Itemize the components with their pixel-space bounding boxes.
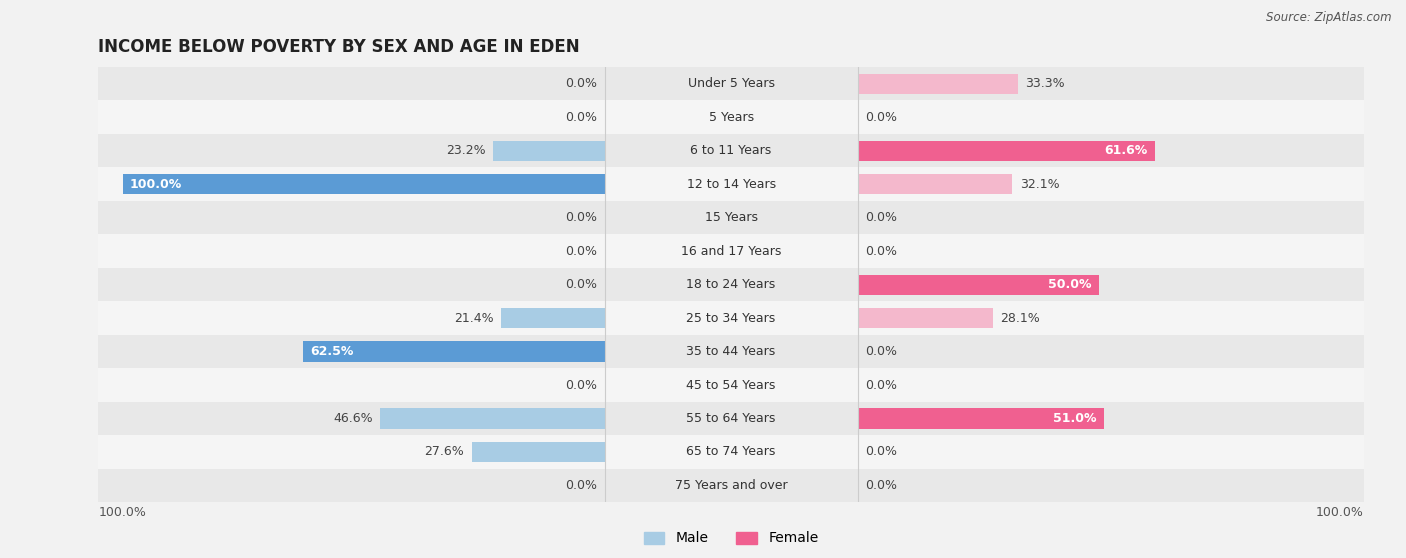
Bar xyxy=(858,335,1364,368)
Bar xyxy=(605,469,858,502)
Text: 25 to 34 Years: 25 to 34 Years xyxy=(686,311,776,325)
Text: 0.0%: 0.0% xyxy=(865,378,897,392)
Text: 0.0%: 0.0% xyxy=(865,110,897,124)
Bar xyxy=(858,408,1104,429)
Text: 45 to 54 Years: 45 to 54 Years xyxy=(686,378,776,392)
Text: 51.0%: 51.0% xyxy=(1053,412,1097,425)
Bar xyxy=(858,234,1364,268)
Text: 75 Years and over: 75 Years and over xyxy=(675,479,787,492)
Bar xyxy=(858,201,1364,234)
Bar xyxy=(858,368,1364,402)
Bar xyxy=(858,268,1364,301)
Text: 0.0%: 0.0% xyxy=(865,211,897,224)
Text: 12 to 14 Years: 12 to 14 Years xyxy=(686,177,776,191)
Bar xyxy=(605,167,858,201)
Text: 61.6%: 61.6% xyxy=(1104,144,1147,157)
Bar xyxy=(98,67,605,100)
Text: 0.0%: 0.0% xyxy=(865,479,897,492)
Text: 50.0%: 50.0% xyxy=(1047,278,1091,291)
Text: 35 to 44 Years: 35 to 44 Years xyxy=(686,345,776,358)
Text: 18 to 24 Years: 18 to 24 Years xyxy=(686,278,776,291)
Text: 0.0%: 0.0% xyxy=(565,77,598,90)
Bar xyxy=(98,469,605,502)
Text: 33.3%: 33.3% xyxy=(1025,77,1064,90)
Text: Under 5 Years: Under 5 Years xyxy=(688,77,775,90)
Text: 0.0%: 0.0% xyxy=(865,244,897,258)
Text: 15 Years: 15 Years xyxy=(704,211,758,224)
Bar xyxy=(492,141,605,161)
Bar xyxy=(858,469,1364,502)
Legend: Male, Female: Male, Female xyxy=(644,531,818,546)
Text: 55 to 64 Years: 55 to 64 Years xyxy=(686,412,776,425)
Bar xyxy=(858,174,1012,194)
Bar xyxy=(858,134,1364,167)
Text: 27.6%: 27.6% xyxy=(425,445,464,459)
Text: 0.0%: 0.0% xyxy=(865,445,897,459)
Bar xyxy=(605,100,858,134)
Bar xyxy=(98,134,605,167)
Bar xyxy=(122,174,605,194)
Bar xyxy=(605,234,858,268)
Bar xyxy=(605,335,858,368)
Bar xyxy=(858,435,1364,469)
Text: 65 to 74 Years: 65 to 74 Years xyxy=(686,445,776,459)
Bar xyxy=(98,335,605,368)
Bar xyxy=(858,67,1364,100)
Bar xyxy=(502,308,605,328)
Bar xyxy=(858,402,1364,435)
Bar xyxy=(858,275,1098,295)
Bar xyxy=(858,74,1018,94)
Bar xyxy=(605,301,858,335)
Bar xyxy=(98,167,605,201)
Bar xyxy=(98,368,605,402)
Bar xyxy=(605,201,858,234)
Text: 0.0%: 0.0% xyxy=(565,110,598,124)
Bar xyxy=(858,141,1154,161)
Text: 46.6%: 46.6% xyxy=(333,412,373,425)
Text: 32.1%: 32.1% xyxy=(1019,177,1059,191)
Bar xyxy=(98,201,605,234)
Text: 6 to 11 Years: 6 to 11 Years xyxy=(690,144,772,157)
Text: 28.1%: 28.1% xyxy=(1000,311,1040,325)
Bar xyxy=(98,301,605,335)
Text: 0.0%: 0.0% xyxy=(865,345,897,358)
Bar xyxy=(605,368,858,402)
Bar xyxy=(858,100,1364,134)
Text: 5 Years: 5 Years xyxy=(709,110,754,124)
Bar xyxy=(380,408,605,429)
Text: 0.0%: 0.0% xyxy=(565,211,598,224)
Bar xyxy=(471,442,605,462)
Bar xyxy=(858,308,993,328)
Text: 62.5%: 62.5% xyxy=(311,345,354,358)
Bar xyxy=(605,67,858,100)
Bar xyxy=(98,234,605,268)
Bar xyxy=(304,341,605,362)
Bar xyxy=(858,301,1364,335)
Bar xyxy=(98,435,605,469)
Bar xyxy=(605,268,858,301)
Text: 16 and 17 Years: 16 and 17 Years xyxy=(681,244,782,258)
Text: INCOME BELOW POVERTY BY SEX AND AGE IN EDEN: INCOME BELOW POVERTY BY SEX AND AGE IN E… xyxy=(98,38,581,56)
Bar xyxy=(605,402,858,435)
Text: 0.0%: 0.0% xyxy=(565,244,598,258)
Bar xyxy=(605,134,858,167)
Text: 23.2%: 23.2% xyxy=(446,144,485,157)
Text: 0.0%: 0.0% xyxy=(565,378,598,392)
Bar xyxy=(98,402,605,435)
Bar xyxy=(98,268,605,301)
Text: 0.0%: 0.0% xyxy=(565,479,598,492)
Text: 21.4%: 21.4% xyxy=(454,311,494,325)
Bar xyxy=(858,167,1364,201)
Text: 100.0%: 100.0% xyxy=(129,177,181,191)
Bar xyxy=(98,100,605,134)
Text: Source: ZipAtlas.com: Source: ZipAtlas.com xyxy=(1267,11,1392,24)
Text: 0.0%: 0.0% xyxy=(565,278,598,291)
Bar xyxy=(605,435,858,469)
